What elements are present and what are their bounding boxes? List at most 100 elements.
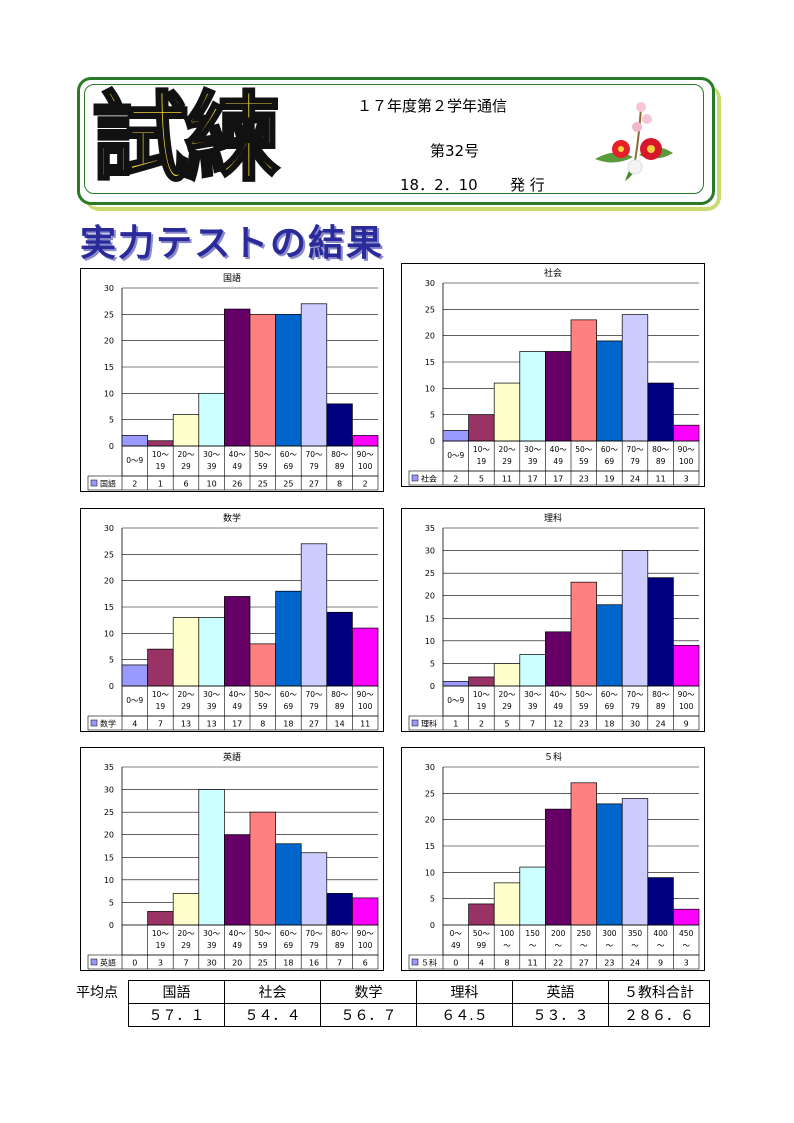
data-label: 20 xyxy=(232,959,242,968)
data-label: 3 xyxy=(684,959,689,968)
histogram-chart: 英語 0 5 10 15 20 25 30 35 英語 0 10～ 19 3 20～ 29 7 30～ 39 30 40… xyxy=(80,747,385,971)
x-tick-label: 100 xyxy=(358,462,373,471)
legend-label: 数学 xyxy=(100,719,116,729)
y-tick-label: 5 xyxy=(109,656,114,665)
data-label: 7 xyxy=(337,959,342,968)
data-label: 18 xyxy=(283,959,293,968)
data-label: 11 xyxy=(360,720,370,729)
x-tick-label: 39 xyxy=(528,702,538,711)
newsletter-title: 試練 xyxy=(91,80,282,195)
data-label: 17 xyxy=(528,475,538,484)
x-tick-label: 80～ xyxy=(331,690,349,699)
bar xyxy=(673,908,700,926)
x-tick-label: 80～ xyxy=(652,445,670,454)
x-tick-label: 79 xyxy=(309,941,319,950)
bar xyxy=(442,430,469,442)
x-tick-label: 49 xyxy=(232,941,242,950)
bar xyxy=(673,424,700,442)
x-tick-label: 90～ xyxy=(357,690,375,699)
x-tick-label: 80～ xyxy=(331,450,349,459)
x-tick-label: 69 xyxy=(605,702,615,711)
y-tick-label: 30 xyxy=(104,524,114,533)
legend-label: 理科 xyxy=(421,719,437,729)
x-tick-label: 89 xyxy=(335,702,345,711)
data-label: 10 xyxy=(207,480,217,489)
x-tick-label: ～ xyxy=(682,941,690,950)
x-tick-label: 39 xyxy=(207,941,217,950)
data-label: 2 xyxy=(132,480,137,489)
y-tick-label: 15 xyxy=(425,614,435,623)
data-label: 18 xyxy=(604,720,614,729)
bar xyxy=(545,631,572,687)
x-tick-label: ～ xyxy=(606,941,614,950)
data-label: 25 xyxy=(258,959,268,968)
x-tick-label: 69 xyxy=(605,457,615,466)
data-label: 5 xyxy=(479,475,484,484)
bar xyxy=(442,681,469,687)
x-tick-label: 20～ xyxy=(177,929,195,938)
x-tick-label: 60～ xyxy=(280,929,298,938)
x-tick-label: 70～ xyxy=(626,445,644,454)
x-tick-label: ～ xyxy=(529,941,537,950)
x-tick-label: 40～ xyxy=(550,445,568,454)
x-tick-label: 100 xyxy=(358,702,373,711)
x-tick-label: 19 xyxy=(156,462,166,471)
chart-title: 理科 xyxy=(544,512,562,524)
avg-value-eigo: ５３．３ xyxy=(512,1003,609,1027)
legend-swatch xyxy=(411,958,419,966)
bar xyxy=(596,803,623,926)
data-label: 0 xyxy=(453,959,458,968)
chart-svg: 国語 0 5 10 15 20 25 30 国語 0～9 2 10～ 19 1 20～ 29 6 30～ 39 10 4… xyxy=(80,268,384,492)
legend-label: 国語 xyxy=(100,479,116,489)
bar xyxy=(147,440,174,447)
x-tick-label: 40～ xyxy=(550,690,568,699)
data-label: 25 xyxy=(258,480,268,489)
bar xyxy=(621,550,649,687)
data-label: 17 xyxy=(232,720,242,729)
x-tick-label: 70～ xyxy=(305,690,323,699)
y-tick-label: 10 xyxy=(104,876,114,885)
x-tick-label: 29 xyxy=(181,462,191,471)
x-tick-label: 450 xyxy=(679,929,694,938)
y-tick-label: 5 xyxy=(430,411,435,420)
chart-title: 国語 xyxy=(223,272,241,284)
bar xyxy=(647,877,674,926)
data-label: 0 xyxy=(132,959,137,968)
newsletter-header xyxy=(77,77,721,211)
bar xyxy=(519,866,546,926)
average-table: 平均点 国語 社会 数学 理科 英語 ５教科合計 ５７．１ ５４．４ ５６．７ … xyxy=(76,980,710,1027)
data-label: 26 xyxy=(232,480,242,489)
data-label: 27 xyxy=(309,720,319,729)
y-tick-label: 5 xyxy=(109,416,114,425)
x-tick-label: 99 xyxy=(477,941,487,950)
bar xyxy=(493,882,521,926)
x-tick-label: 89 xyxy=(335,941,345,950)
x-tick-label: 10～ xyxy=(152,929,170,938)
legend-swatch xyxy=(90,958,98,966)
x-tick-label: 29 xyxy=(181,941,191,950)
data-label: 9 xyxy=(684,720,689,729)
bar xyxy=(493,382,521,442)
chart-title: 数学 xyxy=(223,512,241,524)
bar xyxy=(596,604,623,687)
x-tick-label: 70～ xyxy=(626,690,644,699)
avg-value-total: ２８６．６ xyxy=(608,1003,710,1027)
x-tick-label: 70～ xyxy=(305,929,323,938)
bar xyxy=(172,893,200,926)
bar xyxy=(275,843,302,926)
legend-label: ５科 xyxy=(421,958,437,968)
x-tick-label: 69 xyxy=(284,941,294,950)
histogram-chart: 国語 0 5 10 15 20 25 30 国語 0～9 2 10～ 19 1 20～ 29 6 30～ 39 10 4… xyxy=(80,268,385,492)
y-tick-label: 10 xyxy=(425,868,435,877)
issue-date: 18．2．10 xyxy=(400,176,478,194)
y-tick-label: 5 xyxy=(430,659,435,668)
bar xyxy=(326,611,353,687)
data-label: 11 xyxy=(528,959,538,968)
data-label: 24 xyxy=(630,475,640,484)
x-tick-label: 80～ xyxy=(331,929,349,938)
histogram-chart: 理科 0 5 10 15 20 25 30 35 理科 0～9 1 10～ 19 2 20～ 29 5 30～ 39 7… xyxy=(401,508,706,732)
x-tick-label: 79 xyxy=(630,702,640,711)
legend-swatch xyxy=(90,719,98,727)
y-tick-label: 0 xyxy=(430,437,435,446)
bar xyxy=(249,643,276,687)
